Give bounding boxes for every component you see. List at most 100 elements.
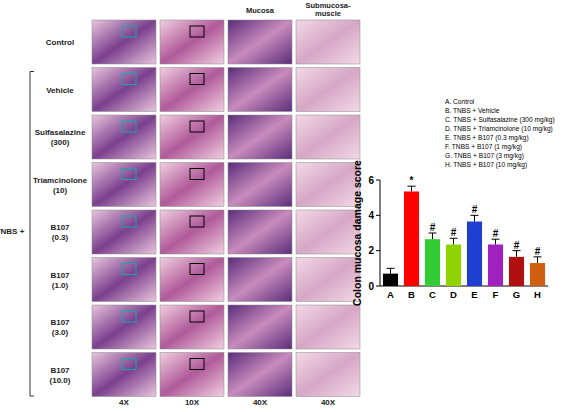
y-tick-label: 0 (368, 281, 374, 292)
y-tick-label: 6 (368, 175, 374, 186)
significance: # (514, 240, 520, 251)
magnification: 40X (253, 398, 268, 407)
y-tick (376, 286, 380, 287)
y-tick-label: 4 (368, 210, 374, 221)
zoom-box (190, 169, 204, 180)
row-label: B107 (50, 318, 70, 327)
zoom-box (190, 74, 204, 85)
y-axis (380, 180, 381, 286)
y-tick (376, 180, 380, 181)
significance: * (410, 175, 414, 186)
legend-entry: F. TNBS + B107 (1 mg/kg) (445, 143, 522, 151)
x-tick-label: A (387, 289, 394, 300)
x-tick-label: E (471, 289, 477, 300)
significance: # (451, 227, 457, 238)
legend-entry: E. TNBS + B107 (0.3 mg/kg) (445, 134, 529, 142)
micrograph (228, 68, 292, 112)
row-label: (1.0) (52, 281, 69, 290)
micrograph (160, 210, 224, 254)
x-tick-label: C (429, 289, 436, 300)
bar (446, 244, 461, 286)
magnification: 40X (321, 398, 336, 407)
zoom-box (190, 121, 204, 132)
micrograph (160, 163, 224, 207)
legend-entry: B. TNBS + Vehicle (445, 107, 500, 114)
micrograph (228, 210, 292, 254)
y-tick (376, 250, 380, 251)
micrograph (296, 305, 360, 349)
zoom-box (122, 311, 136, 322)
row-label: (3.0) (52, 328, 69, 337)
micrograph (160, 305, 224, 349)
significance: # (535, 246, 541, 257)
error-bar (429, 233, 437, 239)
micrograph (160, 68, 224, 112)
micrograph (228, 20, 292, 64)
zoom-box (122, 359, 136, 370)
legend-entry: A. Control (445, 98, 475, 105)
error-bar (534, 257, 542, 263)
micrograph (92, 68, 156, 112)
micrograph (92, 163, 156, 207)
bar (425, 239, 440, 286)
x-tick-label: F (493, 289, 499, 300)
micrograph (160, 115, 224, 159)
row-label: B107 (50, 366, 70, 375)
micrograph (92, 210, 156, 254)
zoom-box (190, 264, 204, 275)
micrograph (228, 258, 292, 302)
legend-entry: G. TNBS + B107 (3 mg/kg) (445, 152, 524, 160)
micrograph (296, 20, 360, 64)
row-label: Control (46, 38, 74, 47)
zoom-box (122, 169, 136, 180)
column-header: Mucosa (246, 6, 275, 15)
bar (404, 191, 419, 286)
micrograph (92, 258, 156, 302)
group-label: TNBS + (0, 227, 25, 236)
bar (467, 222, 482, 286)
column-header: muscle (315, 9, 341, 18)
row-label: Triamcinolone (33, 176, 88, 185)
figure: ControlVehicleSulfasalazine(300)Triamcin… (0, 0, 571, 412)
y-tick-label: 2 (368, 245, 374, 256)
x-tick-label: D (450, 289, 457, 300)
micrograph (228, 305, 292, 349)
bar (509, 257, 524, 286)
error-bar (471, 215, 479, 221)
x-tick-label: B (408, 289, 415, 300)
micrograph (296, 115, 360, 159)
micrograph (228, 353, 292, 397)
y-axis-label: Colon mucosa damage score (351, 160, 363, 306)
micrograph (160, 353, 224, 397)
error-bar (408, 186, 416, 191)
micrograph (228, 163, 292, 207)
magnification: 10X (185, 398, 200, 407)
significance: # (430, 222, 436, 233)
error-bar (450, 238, 458, 244)
zoom-box (122, 264, 136, 275)
legend-entry: C. TNBS + Sulfasalazine (300 mg/kg) (445, 116, 555, 124)
micrograph (160, 258, 224, 302)
zoom-box (122, 216, 136, 227)
zoom-box (190, 26, 204, 37)
micrograph (160, 20, 224, 64)
bracket (30, 72, 34, 397)
micrograph (228, 115, 292, 159)
zoom-box (190, 311, 204, 322)
significance: # (493, 228, 499, 239)
bar (383, 274, 398, 286)
zoom-box (122, 121, 136, 132)
row-label: Vehicle (46, 86, 74, 95)
micrograph (92, 305, 156, 349)
micrograph (92, 353, 156, 397)
row-label: (10.0) (50, 376, 71, 385)
legend-entry: D. TNBS + Triamcinolone (10 mg/kg) (445, 125, 553, 133)
error-bar (492, 239, 500, 244)
magnification: 4X (119, 398, 129, 407)
row-label: (10) (53, 186, 68, 195)
row-label: B107 (50, 223, 70, 232)
micrograph (296, 353, 360, 397)
legend-entry: H. TNBS + B107 (10 mg/kg) (445, 161, 527, 169)
zoom-box (190, 216, 204, 227)
y-tick (376, 215, 380, 216)
